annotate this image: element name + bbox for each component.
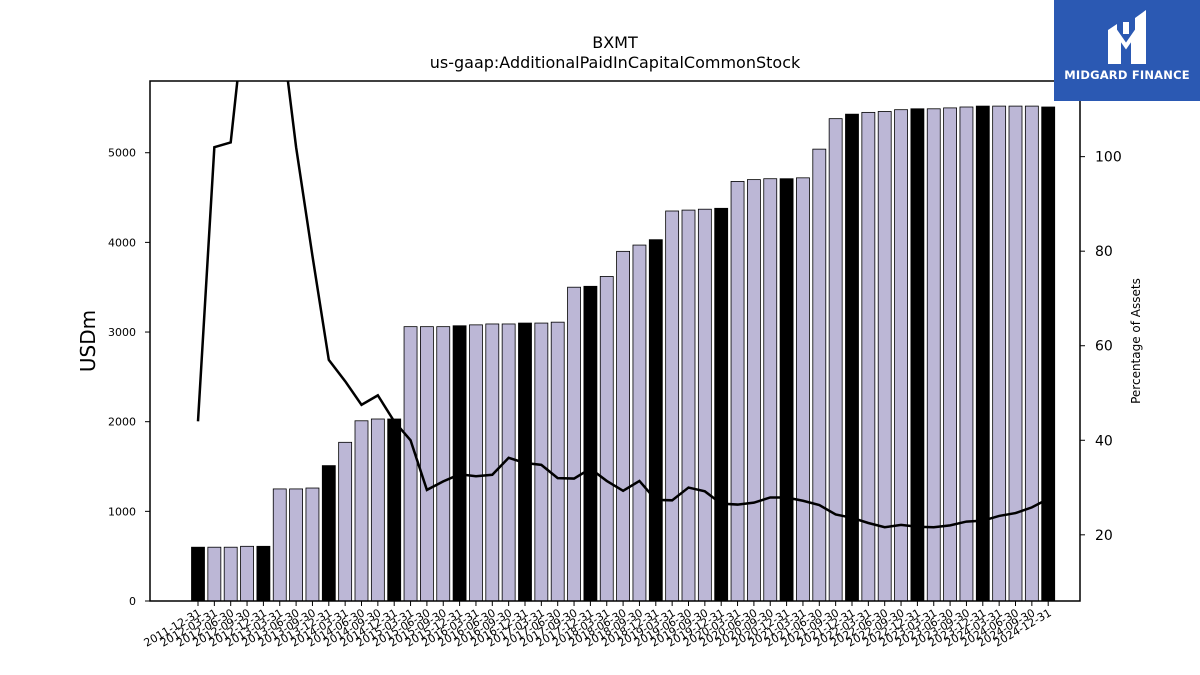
bar-2015-12-31 (452, 325, 467, 602)
y-tick-label: 4000 (108, 236, 136, 249)
bar-2016-06-30 (485, 323, 500, 602)
bar-2022-03-31 (861, 111, 876, 602)
y-tick-label: 1000 (108, 505, 136, 518)
bar-2020-06-30 (747, 179, 761, 602)
bar-2024-09-30 (1024, 105, 1039, 602)
right-ticks: 20 40 60 80 100 (1080, 150, 1122, 544)
y2-axis-label: Percentage of Assets (1129, 278, 1143, 404)
y2-tick-label: 60 (1095, 339, 1113, 355)
logo: MIDGARD FINANCE (1054, 0, 1200, 101)
bar-2013-12-31 (321, 465, 336, 602)
bar-2015-09-30 (436, 326, 451, 602)
bar-2024-06-30 (1008, 105, 1023, 602)
y2-tick-label: 80 (1095, 244, 1113, 260)
bar-2017-09-30 (567, 286, 581, 602)
bar-2014-12-31 (387, 418, 402, 602)
bar-2014-03-31 (338, 441, 353, 602)
y2-tick-label: 40 (1095, 433, 1113, 449)
bar-2018-06-30 (616, 250, 630, 602)
bar-2020-09-30 (763, 178, 778, 602)
x-ticks: 2011-12-312012-03-312012-06-302012-09-30… (142, 601, 1054, 650)
y-tick-label: 3000 (108, 326, 136, 339)
bar-2017-06-30 (550, 321, 565, 602)
plot-frame (149, 80, 1081, 602)
bar-2012-12-31 (256, 545, 271, 602)
chart-title: BXMT (592, 33, 638, 52)
bar-2012-06-30 (223, 546, 238, 602)
percentage-of-assets-line (196, 81, 1049, 529)
y-tick-label: 5000 (108, 147, 136, 160)
bar-2020-03-31 (730, 181, 745, 602)
y-axis-label: USDm (76, 310, 100, 372)
bar-2012-03-31 (207, 546, 222, 602)
bar-2011-12-31 (191, 546, 205, 602)
bar-2015-03-31 (403, 326, 418, 602)
bar-2013-06-30 (289, 488, 304, 602)
line-layer (196, 81, 1049, 529)
y-tick-label: 2000 (108, 416, 136, 429)
bar-2018-03-31 (599, 276, 614, 602)
logo-text: MIDGARD FINANCE (1064, 68, 1190, 82)
midgard-logo-icon (1108, 10, 1146, 64)
bar-2014-09-30 (370, 418, 385, 602)
bar-2021-09-30 (828, 118, 843, 602)
bar-2020-12-31 (779, 178, 794, 602)
bar-2019-03-31 (665, 210, 680, 602)
bar-2019-09-30 (697, 208, 712, 602)
bar-2015-06-30 (419, 326, 434, 602)
bar-2019-12-31 (714, 207, 729, 602)
bar-2023-09-30 (959, 106, 974, 602)
bar-2013-09-30 (305, 487, 320, 602)
bar-2013-03-31 (272, 488, 287, 602)
y2-tick-label: 100 (1095, 150, 1122, 166)
bar-2023-12-31 (975, 105, 990, 602)
y2-tick-label: 20 (1095, 528, 1113, 544)
bar-2018-09-30 (632, 244, 647, 602)
bar-2017-03-31 (534, 322, 549, 602)
bar-2012-09-30 (240, 545, 254, 602)
bar-2021-03-31 (796, 177, 810, 602)
left-ticks: 0 1000 2000 3000 4000 5000 (108, 147, 150, 608)
bar-2021-06-30 (812, 148, 827, 602)
bar-2022-09-30 (894, 109, 908, 602)
chart-subtitle: us-gaap:AdditionalPaidInCapitalCommonSto… (430, 53, 801, 72)
bar-2018-12-31 (648, 239, 663, 602)
bar-2016-03-31 (469, 324, 483, 602)
bar-2024-12-31 (1041, 106, 1056, 602)
bar-2019-06-30 (681, 209, 696, 602)
bar-2021-12-31 (845, 113, 859, 602)
bar-2024-03-31 (992, 105, 1007, 602)
y-tick-label: 0 (129, 595, 136, 608)
bar-2017-12-31 (583, 285, 598, 602)
bar-2014-06-30 (354, 420, 369, 602)
